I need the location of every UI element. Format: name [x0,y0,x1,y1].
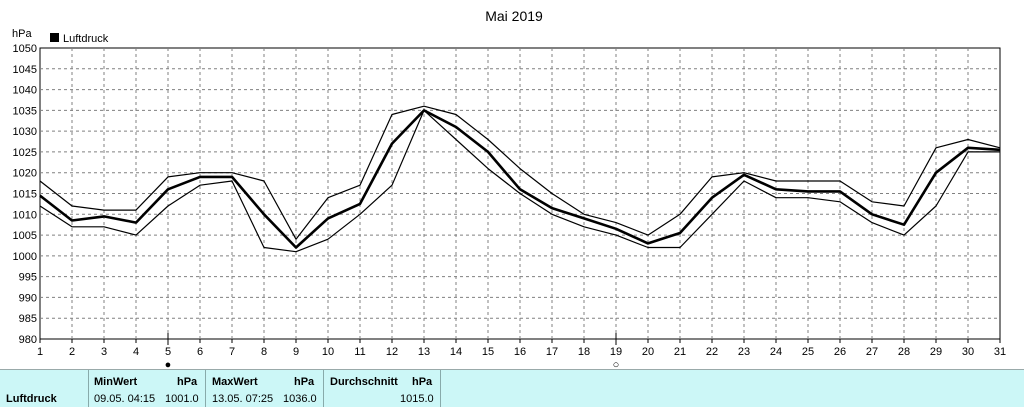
x-axis: 1 2 3 4 5 6 7 8 9 10 11 12 13 14 15 16 17 18 19 20 21 22 23 24 2… [37,339,1006,358]
series-line-min [39,109,1000,253]
x-tick-label: 16 [514,346,526,358]
avg-unit: hPa [412,376,433,388]
y-tick-label: 980 [19,334,37,346]
x-tick-label: 19 [610,346,622,358]
x-tick-label: 10 [322,346,334,358]
x-tick-label: 1 [37,346,43,358]
series-line-max [39,105,1001,240]
x-tick-label: 4 [133,346,139,358]
avg-value: 1015.0 [400,393,434,405]
min-unit: hPa [177,376,198,388]
y-tick-label: 1050 [13,43,37,55]
x-tick-label: 8 [261,346,267,358]
stats-panel: Luftdruck MinWert hPa 09.05. 04:15 1001.… [0,369,1024,407]
x-tick-label: 21 [674,346,686,358]
x-tick-label: 25 [802,346,814,358]
x-tick-label: 24 [770,346,782,358]
y-axis-unit: hPa [12,28,32,40]
moon-markers: ● ○ [165,333,620,369]
x-tick-label: 29 [930,346,942,358]
legend-swatch [50,33,59,42]
stats-label-cell: Luftdruck [0,370,89,407]
series-line-luftdruck [39,109,1001,249]
avg-cell: Durchschnitt hPa 1015.0 [324,370,441,407]
x-tick-label: 6 [197,346,203,358]
min-cell: MinWert hPa 09.05. 04:15 1001.0 [89,370,206,407]
grid [40,48,1000,339]
avg-header: Durchschnitt [330,376,398,388]
y-tick-label: 1040 [13,85,37,97]
chart-title: Mai 2019 [485,8,543,24]
y-tick-label: 1015 [13,189,37,201]
x-tick-label: 20 [642,346,654,358]
x-tick-label: 23 [738,346,750,358]
y-tick-label: 1005 [13,230,37,242]
y-tick-label: 995 [19,272,37,284]
y-tick-label: 1035 [13,105,37,117]
y-tick-label: 1010 [13,209,37,221]
x-tick-label: 13 [418,346,430,358]
x-tick-label: 3 [101,346,107,358]
y-tick-label: 1000 [13,251,37,263]
max-unit: hPa [294,376,315,388]
max-value: 1036.0 [283,393,317,405]
y-tick-label: 1045 [13,64,37,76]
x-tick-label: 11 [354,346,365,358]
x-tick-label: 27 [866,346,878,358]
legend-label: Luftdruck [63,33,109,45]
y-tick-label: 990 [19,292,37,304]
max-time: 13.05. 07:25 [212,393,274,405]
y-tick-label: 1025 [13,147,37,159]
x-tick-label: 5 [165,346,171,358]
y-tick-label: 985 [19,313,37,325]
min-header: MinWert [94,376,138,388]
min-time: 09.05. 04:15 [94,393,156,405]
x-tick-label: 26 [834,346,846,358]
stats-label: Luftdruck [6,393,57,405]
x-tick-label: 12 [386,346,398,358]
x-tick-label: 28 [898,346,910,358]
new-moon-icon: ○ [613,359,620,369]
x-tick-label: 18 [578,346,590,358]
x-tick-label: 14 [450,346,462,358]
y-tick-label: 1030 [13,126,37,138]
x-tick-label: 22 [706,346,718,358]
full-moon-icon: ● [165,359,172,369]
x-tick-label: 9 [293,346,299,358]
chart: Mai 2019 hPa Luftdruck 98098599099510001… [12,8,1006,369]
series-group [39,105,1001,253]
x-tick-label: 2 [69,346,75,358]
x-tick-label: 31 [994,346,1006,358]
max-header: MaxWert [212,376,258,388]
y-axis: 980 985 990 995 1000 1005 1010 1015 1020 1025 1030… [13,43,37,346]
min-value: 1001.0 [165,393,199,405]
x-tick-label: 17 [546,346,558,358]
x-tick-label: 30 [962,346,974,358]
max-cell: MaxWert hPa 13.05. 07:25 1036.0 [206,370,324,407]
x-tick-label: 7 [229,346,235,358]
x-tick-label: 15 [482,346,494,358]
y-tick-label: 1020 [13,168,37,180]
